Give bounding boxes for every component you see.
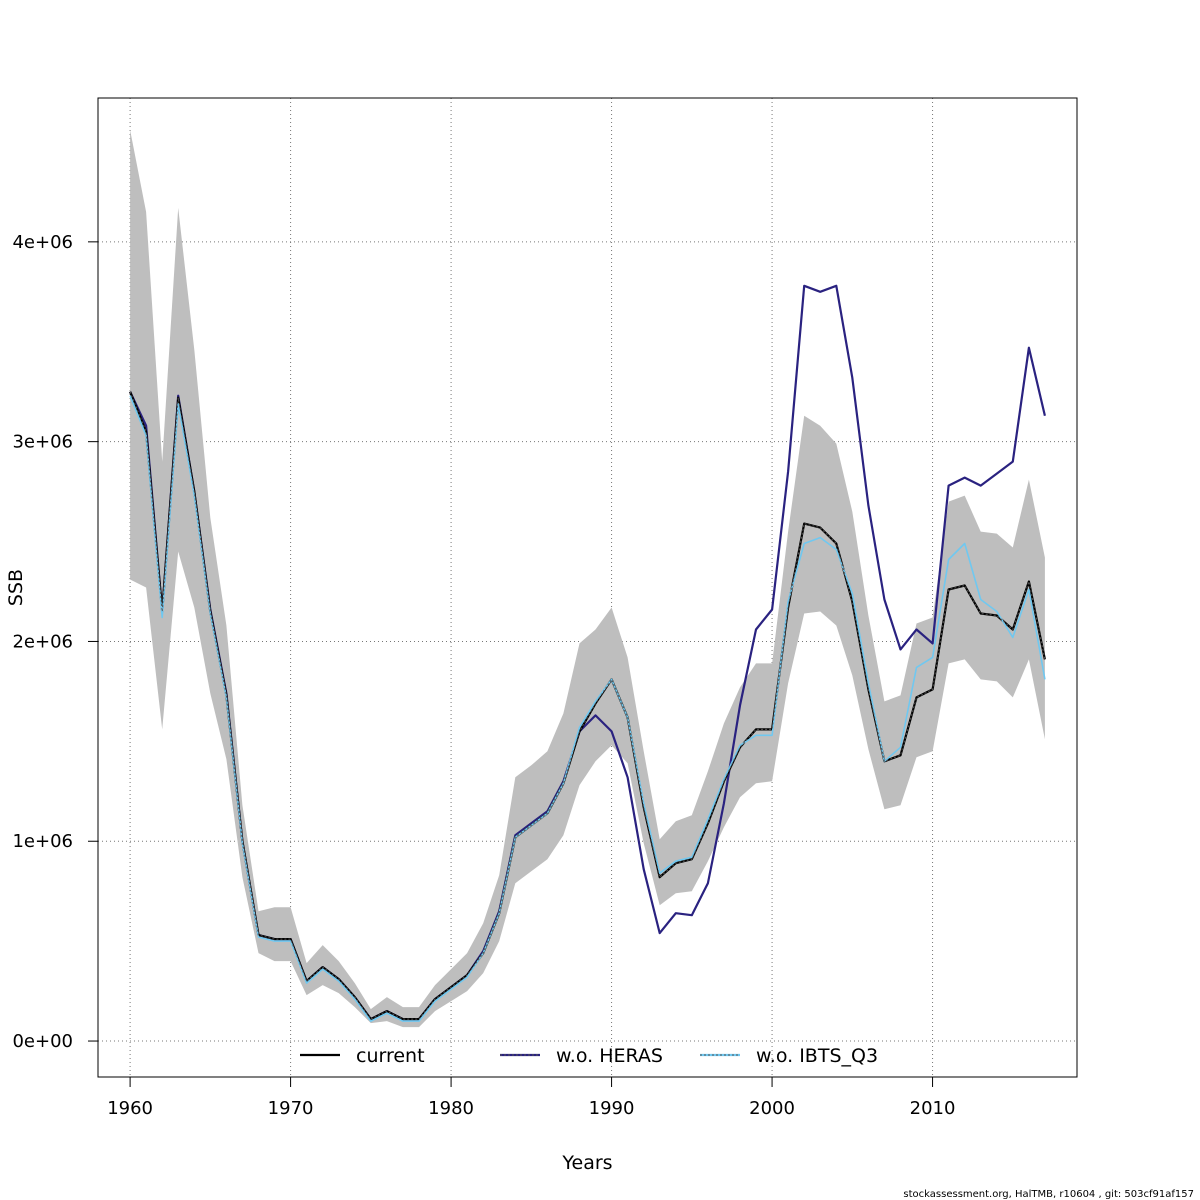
x-tick-label: 2000 xyxy=(749,1098,795,1119)
plot-frame xyxy=(97,97,1078,1078)
y-axis: 0e+00 1e+06 2e+06 3e+06 4e+06 xyxy=(12,232,98,1052)
x-tick-label: 1980 xyxy=(428,1098,474,1119)
x-tick-label: 1970 xyxy=(268,1098,314,1119)
confidence-band-layer xyxy=(130,130,1045,1028)
series-line-current-overlay xyxy=(129,391,1046,1020)
y-tick-label: 3e+06 xyxy=(12,432,73,453)
legend-label-current: current xyxy=(356,1045,425,1067)
x-axis: 1960 1970 1980 1990 2000 2010 xyxy=(107,1077,955,1119)
series-line-w-o-ibts-q3 xyxy=(129,395,1046,1022)
x-tick-label: 1990 xyxy=(589,1098,635,1119)
legend-label-w-o-heras: w.o. HERAS xyxy=(556,1045,663,1067)
confidence-band xyxy=(130,130,1045,1028)
y-tick-label: 4e+06 xyxy=(12,232,73,253)
y-tick-label: 1e+06 xyxy=(12,831,73,852)
footer-credit: stockassessment.org, HalTMB, r10604 , gi… xyxy=(903,1189,1194,1200)
x-axis-title: Years xyxy=(561,1152,612,1174)
x-tick-label: 1960 xyxy=(107,1098,153,1119)
y-tick-label: 2e+06 xyxy=(12,631,73,652)
legend: current w.o. HERAS w.o. IBTS_Q3 xyxy=(300,1045,878,1067)
y-tick-label: 0e+00 xyxy=(12,1031,73,1052)
y-axis-title: SSB xyxy=(5,569,27,606)
legend-label-w-o-ibts-q3: w.o. IBTS_Q3 xyxy=(756,1045,878,1067)
series-layer xyxy=(129,284,1046,1022)
x-tick-label: 2010 xyxy=(910,1098,956,1119)
